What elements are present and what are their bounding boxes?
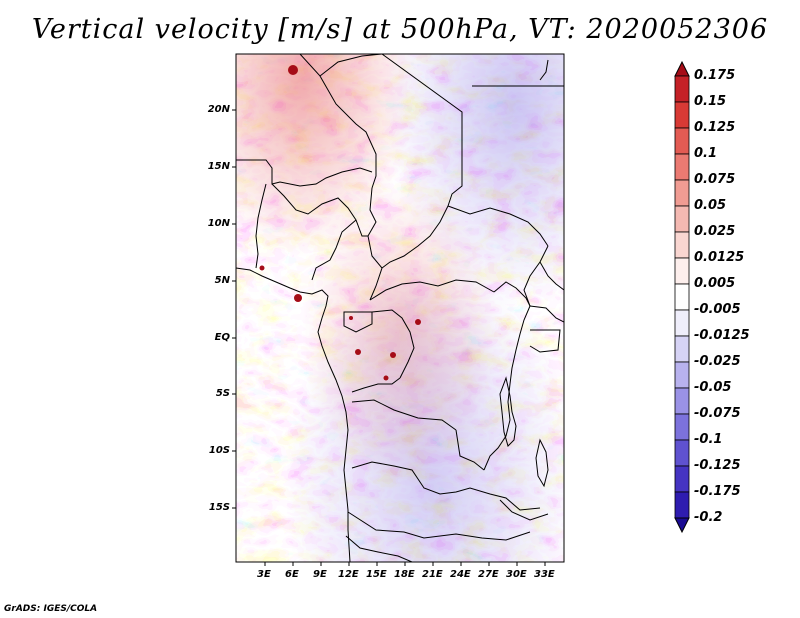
map-frame [235, 53, 565, 563]
lon-ticks [264, 562, 546, 566]
lat-label-20n: 20N [207, 104, 230, 115]
colorbar-segment [674, 75, 690, 103]
lon-label-18e: 18E [394, 569, 415, 580]
colorbar-tick-label: 0.125 [694, 120, 736, 135]
colorbar-max-arrow [674, 60, 690, 77]
colorbar-segment [674, 153, 690, 181]
colorbar-tick-label: -0.0125 [694, 328, 750, 343]
colorbar-tick-label: 0.05 [694, 198, 727, 213]
lat-label-10s: 10S [208, 445, 230, 456]
lon-label-27e: 27E [478, 569, 499, 580]
colorbar-segment [674, 387, 690, 415]
lat-ticks [232, 109, 236, 509]
coastlines-and-borders [236, 54, 564, 562]
colorbar-segment [674, 283, 690, 311]
colorbar-segment [674, 309, 690, 337]
colorbar-segment [674, 465, 690, 493]
lat-label-5n: 5N [214, 275, 230, 286]
colorbar-tick-label: 0.025 [694, 224, 736, 239]
lon-label-9e: 9E [313, 569, 327, 580]
map-title: Vertical velocity [m/s] at 500hPa, VT: 2… [31, 14, 769, 45]
colorbar-min-arrow [674, 517, 690, 534]
colorbar-segment [674, 335, 690, 363]
lon-label-15e: 15E [366, 569, 387, 580]
lat-label-15n: 15N [207, 161, 230, 172]
colorbar-segment [674, 491, 690, 519]
colorbar-segment [674, 413, 690, 441]
colorbar-tick-label: -0.005 [694, 302, 741, 317]
lon-label-12e: 12E [338, 569, 359, 580]
colorbar-segment [674, 205, 690, 233]
colorbar-tick-label: -0.2 [694, 510, 723, 525]
colorbar-tick-label: -0.1 [694, 432, 723, 447]
colorbar-segment [674, 439, 690, 467]
colorbar-tick-label: 0.005 [694, 276, 736, 291]
colorbar-tick-label: -0.05 [694, 380, 732, 395]
colorbar-segment [674, 231, 690, 259]
colorbar-tick-label: -0.125 [694, 458, 741, 473]
lake-malawi-outline [535, 438, 549, 488]
lon-label-6e: 6E [285, 569, 299, 580]
lake-tanganyika-outline [499, 376, 517, 447]
lon-label-30e: 30E [506, 569, 527, 580]
lat-label-5s: 5S [215, 388, 230, 399]
lon-label-24e: 24E [450, 569, 471, 580]
colorbar-tick-label: -0.175 [694, 484, 741, 499]
colorbar [674, 60, 690, 534]
lat-label-15s: 15S [208, 502, 230, 513]
colorbar-segment [674, 257, 690, 285]
colorbar-tick-label: 0.175 [694, 68, 736, 83]
colorbar-tick-label: 0.0125 [694, 250, 745, 265]
colorbar-segment [674, 361, 690, 389]
colorbar-tick-label: 0.1 [694, 146, 718, 161]
colorbar-segment [674, 127, 690, 155]
lon-label-33e: 33E [534, 569, 555, 580]
colorbar-segment [674, 101, 690, 129]
lat-label-10n: 10N [207, 218, 230, 229]
colorbar-tick-label: 0.075 [694, 172, 736, 187]
west-coast-coastline [236, 267, 351, 562]
colorbar-tick-label: 0.15 [694, 94, 727, 109]
vertical-velocity-field [236, 54, 564, 562]
colorbar-segment [674, 179, 690, 207]
grads-credit: GrADS: IGES/COLA [4, 604, 98, 614]
colorbar-tick-label: -0.025 [694, 354, 741, 369]
lon-label-3e: 3E [257, 569, 271, 580]
lon-label-21e: 21E [422, 569, 443, 580]
lat-label-eq: EQ [214, 332, 230, 343]
convective-cells [259, 65, 421, 381]
colorbar-tick-label: -0.075 [694, 406, 741, 421]
